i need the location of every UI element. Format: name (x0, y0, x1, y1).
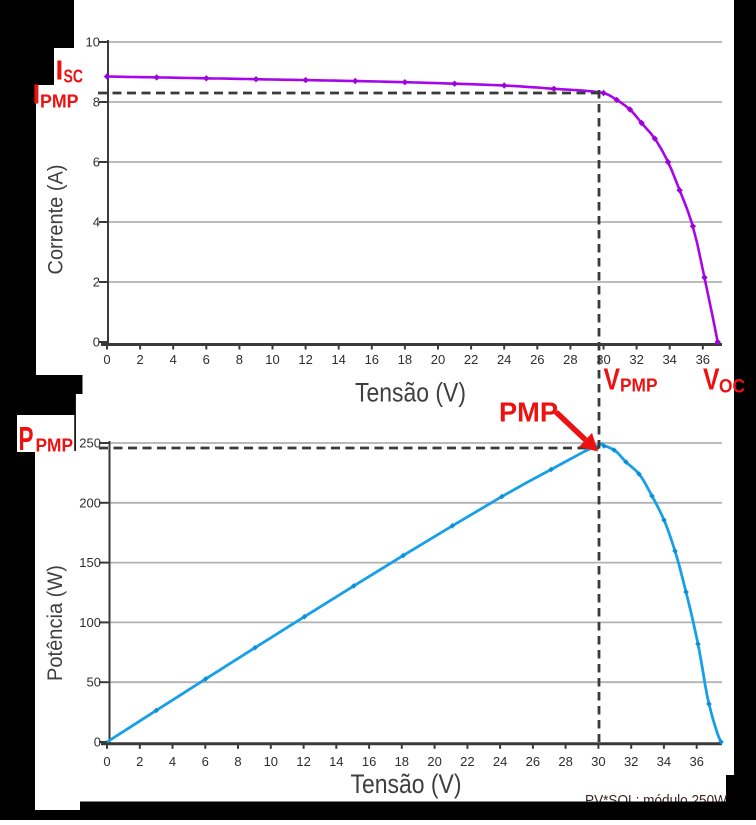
svg-text:SC: SC (64, 67, 84, 87)
svg-text:34: 34 (657, 754, 671, 769)
svg-text:34: 34 (662, 352, 676, 367)
svg-text:28: 28 (558, 754, 572, 769)
svg-text:4: 4 (93, 215, 100, 230)
svg-text:P: P (19, 420, 34, 457)
svg-text:4: 4 (170, 352, 177, 367)
svg-text:8: 8 (236, 352, 243, 367)
svg-text:4: 4 (169, 754, 176, 769)
svg-text:26: 26 (526, 754, 540, 769)
svg-text:22: 22 (460, 754, 474, 769)
svg-text:36: 36 (696, 352, 710, 367)
svg-text:12: 12 (296, 754, 310, 769)
svg-text:PMP: PMP (36, 435, 74, 456)
svg-text:6: 6 (203, 352, 210, 367)
svg-text:250: 250 (79, 436, 101, 451)
svg-text:2: 2 (93, 275, 100, 290)
svg-text:20: 20 (427, 754, 441, 769)
svg-text:32: 32 (624, 754, 638, 769)
svg-text:Corrente (A): Corrente (A) (45, 165, 68, 275)
svg-text:100: 100 (79, 615, 101, 630)
svg-text:16: 16 (362, 754, 376, 769)
svg-text:Tensão (V): Tensão (V) (351, 769, 462, 799)
svg-text:0: 0 (93, 335, 100, 350)
svg-text:18: 18 (398, 352, 412, 367)
svg-text:18: 18 (395, 754, 409, 769)
svg-text:I: I (56, 55, 64, 86)
svg-text:14: 14 (329, 754, 343, 769)
svg-text:8: 8 (234, 754, 241, 769)
svg-text:V: V (604, 362, 621, 397)
svg-text:8: 8 (93, 95, 100, 110)
svg-text:36: 36 (689, 754, 703, 769)
svg-text:20: 20 (431, 352, 445, 367)
svg-text:200: 200 (79, 495, 101, 510)
svg-text:I: I (33, 79, 41, 110)
svg-text:PMP: PMP (499, 397, 558, 428)
svg-text:26: 26 (530, 352, 544, 367)
svg-text:2: 2 (136, 754, 143, 769)
svg-text:150: 150 (79, 555, 101, 570)
svg-text:2: 2 (136, 352, 143, 367)
svg-text:10: 10 (86, 35, 100, 50)
svg-text:6: 6 (202, 754, 209, 769)
svg-text:30: 30 (591, 754, 605, 769)
svg-text:22: 22 (464, 352, 478, 367)
svg-text:28: 28 (563, 352, 577, 367)
svg-text:6: 6 (93, 155, 100, 170)
svg-text:PMP: PMP (40, 91, 79, 112)
svg-text:V: V (703, 362, 720, 397)
svg-text:OC: OC (719, 376, 745, 398)
svg-text:PMP: PMP (620, 375, 658, 396)
svg-text:24: 24 (493, 754, 507, 769)
svg-text:Potência (W): Potência (W) (44, 565, 67, 681)
svg-text:10: 10 (264, 754, 278, 769)
svg-text:50: 50 (87, 675, 101, 690)
svg-text:0: 0 (103, 754, 110, 769)
svg-text:Tensão (V): Tensão (V) (355, 378, 466, 408)
svg-text:0: 0 (103, 352, 110, 367)
svg-text:0: 0 (94, 735, 101, 750)
svg-text:32: 32 (629, 352, 643, 367)
svg-text:12: 12 (298, 352, 312, 367)
svg-text:10: 10 (265, 352, 279, 367)
svg-text:24: 24 (497, 352, 511, 367)
svg-text:16: 16 (365, 352, 379, 367)
svg-text:14: 14 (331, 352, 345, 367)
